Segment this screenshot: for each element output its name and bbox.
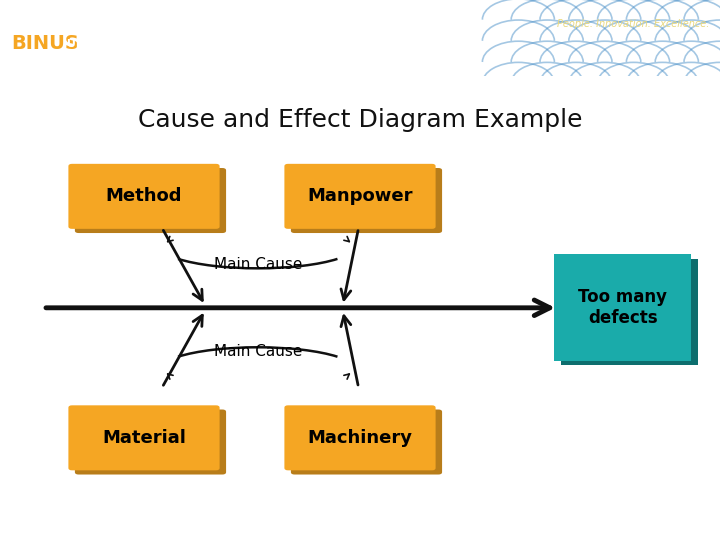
Text: Main Cause: Main Cause [214, 344, 302, 359]
Text: BINUS: BINUS [11, 35, 78, 53]
Text: Main Cause: Main Cause [214, 256, 302, 272]
FancyBboxPatch shape [554, 254, 691, 361]
FancyBboxPatch shape [68, 406, 220, 470]
FancyBboxPatch shape [68, 164, 220, 229]
FancyBboxPatch shape [291, 409, 442, 475]
FancyBboxPatch shape [75, 409, 226, 475]
Text: UNIVERSITY: UNIVERSITY [63, 39, 142, 49]
FancyBboxPatch shape [284, 164, 436, 229]
Text: Cause and Effect Diagram Example: Cause and Effect Diagram Example [138, 108, 582, 132]
Text: Too many
defects: Too many defects [578, 288, 667, 327]
Text: Method: Method [106, 187, 182, 205]
FancyBboxPatch shape [284, 406, 436, 470]
Text: Material: Material [102, 429, 186, 447]
FancyBboxPatch shape [75, 168, 226, 233]
Text: Machinery: Machinery [307, 429, 413, 447]
FancyBboxPatch shape [561, 259, 698, 366]
FancyBboxPatch shape [291, 168, 442, 233]
Text: Manpower: Manpower [307, 187, 413, 205]
Text: People. Innovation. Excellence.: People. Innovation. Excellence. [557, 19, 709, 29]
